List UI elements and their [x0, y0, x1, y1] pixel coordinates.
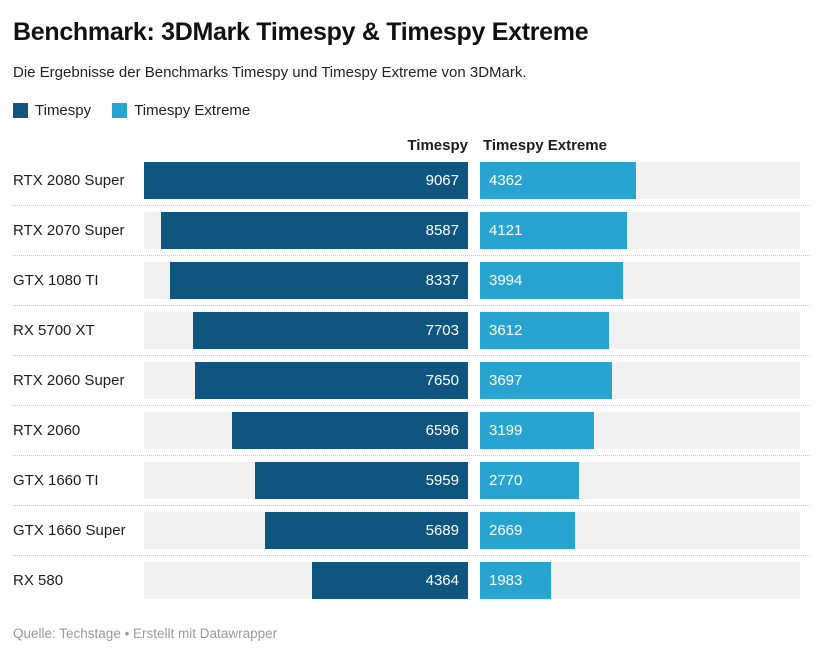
chart-row: GTX 1080 TI 8337 3994 — [13, 261, 810, 299]
chart-column-headers: Timespy Timespy Extreme — [13, 137, 810, 155]
timespy-extreme-value-label: 4362 — [489, 171, 523, 189]
chart-rows: RTX 2080 Super 9067 4362 RTX 2070 Super … — [13, 161, 810, 599]
timespy-bar-track: 4364 — [144, 561, 468, 599]
timespy-extreme-legend-swatch — [112, 102, 128, 118]
row-label: GTX 1660 TI — [13, 471, 99, 489]
timespy-legend-swatch — [13, 102, 28, 118]
timespy-bar-track: 7703 — [144, 311, 468, 349]
timespy-value-label: 7703 — [425, 321, 459, 339]
chart-row: RTX 2060 Super 7650 3697 — [13, 361, 810, 399]
timespy-bar: 9067 — [144, 161, 468, 199]
timespy-bar: 7650 — [194, 361, 468, 399]
timespy-bar-track: 6596 — [144, 411, 468, 449]
timespy-extreme-bar: 4362 — [480, 161, 636, 199]
timespy-extreme-bar-track: 3199 — [480, 411, 800, 449]
timespy-value-label: 6596 — [425, 421, 459, 439]
timespy-extreme-bar: 3697 — [480, 361, 613, 399]
column-header-timespy-extreme: Timespy Extreme — [483, 136, 607, 154]
timespy-extreme-bar: 4121 — [480, 211, 628, 249]
row-label: RTX 2080 Super — [13, 171, 125, 189]
row-label: RTX 2060 Super — [13, 371, 125, 389]
timespy-extreme-bar: 2669 — [480, 511, 576, 549]
chart-row: RTX 2070 Super 8587 4121 — [13, 211, 810, 249]
row-label: RTX 2070 Super — [13, 221, 125, 239]
timespy-extreme-bar-track: 1983 — [480, 561, 800, 599]
timespy-bar-track: 8337 — [144, 261, 468, 299]
timespy-value-label: 7650 — [425, 371, 459, 389]
legend-item-timespy-extreme: Timespy Extreme — [112, 102, 250, 119]
timespy-bar: 5959 — [255, 461, 468, 499]
timespy-extreme-bar: 3612 — [480, 311, 610, 349]
legend-item-timespy: Timespy — [13, 102, 91, 119]
timespy-bar: 8337 — [170, 261, 468, 299]
row-divider — [13, 454, 810, 456]
timespy-bar-track: 5959 — [144, 461, 468, 499]
legend-label-timespy: Timespy — [35, 101, 92, 119]
timespy-value-label: 5959 — [425, 471, 459, 489]
row-label: RX 5700 XT — [13, 321, 95, 339]
timespy-extreme-bar-track: 2770 — [480, 461, 800, 499]
legend-label-timespy-extreme: Timespy Extreme — [134, 101, 251, 119]
timespy-extreme-value-label: 1983 — [489, 571, 523, 589]
timespy-bar-track: 7650 — [144, 361, 468, 399]
timespy-bar: 8587 — [161, 211, 468, 249]
timespy-extreme-value-label: 3994 — [489, 271, 523, 289]
row-divider — [13, 504, 810, 506]
legend: Timespy Timespy Extreme — [13, 102, 810, 119]
timespy-extreme-bar-track: 3994 — [480, 261, 800, 299]
row-label: GTX 1080 TI — [13, 271, 99, 289]
timespy-extreme-value-label: 2669 — [489, 521, 523, 539]
timespy-extreme-bar: 1983 — [480, 561, 551, 599]
chart-footer: Quelle: Techstage • Erstellt mit Datawra… — [13, 625, 278, 641]
row-divider — [13, 354, 810, 356]
chart: Timespy Timespy Extreme RTX 2080 Super 9… — [13, 137, 810, 599]
timespy-extreme-bar-track: 3612 — [480, 311, 800, 349]
chart-row: RX 5700 XT 7703 3612 — [13, 311, 810, 349]
timespy-extreme-bar-track: 3697 — [480, 361, 800, 399]
timespy-bar: 5689 — [264, 511, 468, 549]
timespy-extreme-bar: 2770 — [480, 461, 579, 499]
chart-row: GTX 1660 TI 5959 2770 — [13, 461, 810, 499]
row-divider — [13, 204, 810, 206]
timespy-value-label: 4364 — [425, 571, 459, 589]
timespy-extreme-bar: 3199 — [480, 411, 595, 449]
page-subtitle: Die Ergebnisse der Benchmarks Timespy un… — [13, 63, 527, 81]
timespy-extreme-value-label: 4121 — [489, 221, 523, 239]
timespy-value-label: 8337 — [425, 271, 459, 289]
row-label: RX 580 — [13, 571, 64, 589]
row-divider — [13, 404, 810, 406]
timespy-extreme-value-label: 3612 — [489, 321, 523, 339]
row-label: RTX 2060 — [13, 421, 81, 439]
chart-row: GTX 1660 Super 5689 2669 — [13, 511, 810, 549]
timespy-extreme-value-label: 3199 — [489, 421, 523, 439]
timespy-bar: 7703 — [192, 311, 468, 349]
timespy-bar-track: 5689 — [144, 511, 468, 549]
timespy-bar-track: 9067 — [144, 161, 468, 199]
timespy-value-label: 9067 — [425, 171, 459, 189]
column-header-timespy: Timespy — [407, 136, 468, 154]
timespy-extreme-value-label: 3697 — [489, 371, 523, 389]
timespy-extreme-bar-track: 4362 — [480, 161, 800, 199]
timespy-bar: 6596 — [232, 411, 468, 449]
chart-row: RTX 2080 Super 9067 4362 — [13, 161, 810, 199]
timespy-bar-track: 8587 — [144, 211, 468, 249]
page-title: Benchmark: 3DMark Timespy & Timespy Extr… — [13, 18, 589, 46]
row-label: GTX 1660 Super — [13, 521, 126, 539]
timespy-extreme-bar-track: 2669 — [480, 511, 800, 549]
row-divider — [13, 254, 810, 256]
timespy-extreme-bar: 3994 — [480, 261, 623, 299]
chart-row: RX 580 4364 1983 — [13, 561, 810, 599]
row-divider — [13, 554, 810, 556]
timespy-bar: 4364 — [312, 561, 468, 599]
timespy-extreme-value-label: 2770 — [489, 471, 523, 489]
timespy-extreme-bar-track: 4121 — [480, 211, 800, 249]
timespy-value-label: 5689 — [425, 521, 459, 539]
timespy-value-label: 8587 — [425, 221, 459, 239]
row-divider — [13, 304, 810, 306]
chart-row: RTX 2060 6596 3199 — [13, 411, 810, 449]
